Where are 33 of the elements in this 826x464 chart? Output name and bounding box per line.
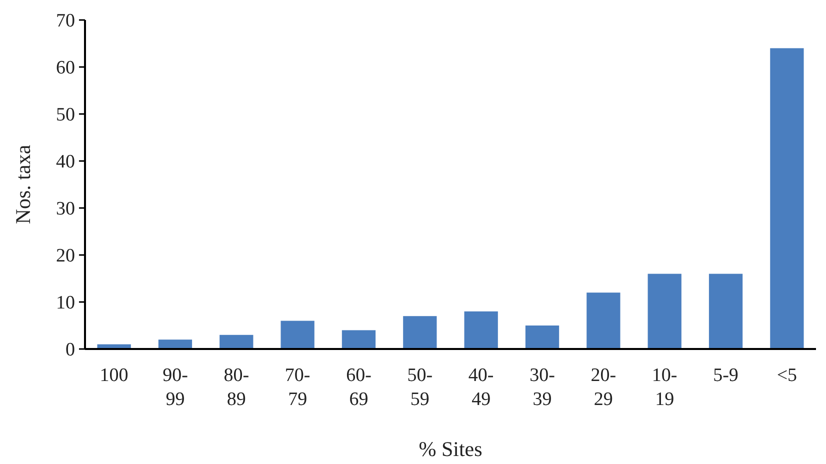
bar (464, 311, 498, 349)
bar (770, 48, 804, 349)
y-axis-title: Nos. taxa (11, 144, 35, 224)
y-tick-label: 30 (56, 198, 75, 220)
y-tick-label: 40 (56, 152, 75, 173)
y-tick-label: 10 (56, 292, 75, 314)
y-tick-label: 0 (66, 340, 75, 361)
x-tick-label: 80-89 (224, 365, 250, 410)
y-tick-label: 20 (56, 246, 75, 267)
x-tick-label: 90-99 (162, 365, 188, 410)
x-tick-label: 40-49 (468, 365, 494, 410)
y-tick-label: 50 (56, 104, 75, 126)
x-tick-label: 50-59 (407, 365, 433, 410)
x-tick-label: 100 (100, 365, 128, 386)
x-tick-label: 70-79 (284, 365, 310, 410)
bar (158, 340, 192, 349)
x-tick-label: 20-29 (590, 365, 616, 410)
bar (525, 326, 560, 349)
bar (403, 316, 437, 349)
x-tick-label: <5 (776, 365, 798, 386)
x-tick-label: 5-9 (713, 365, 738, 386)
bar (220, 334, 254, 349)
x-axis-title: % Sites (418, 437, 482, 461)
bar (708, 274, 743, 349)
bar (648, 274, 682, 349)
x-tick-label: 60-69 (346, 365, 372, 410)
bar (586, 292, 620, 349)
x-tick-label: 10-19 (652, 365, 678, 410)
y-tick-label: 70 (56, 10, 75, 32)
bar (280, 320, 314, 349)
bar (342, 330, 376, 349)
x-tick-label: 30-39 (530, 365, 555, 410)
y-tick-label: 60 (56, 58, 75, 79)
